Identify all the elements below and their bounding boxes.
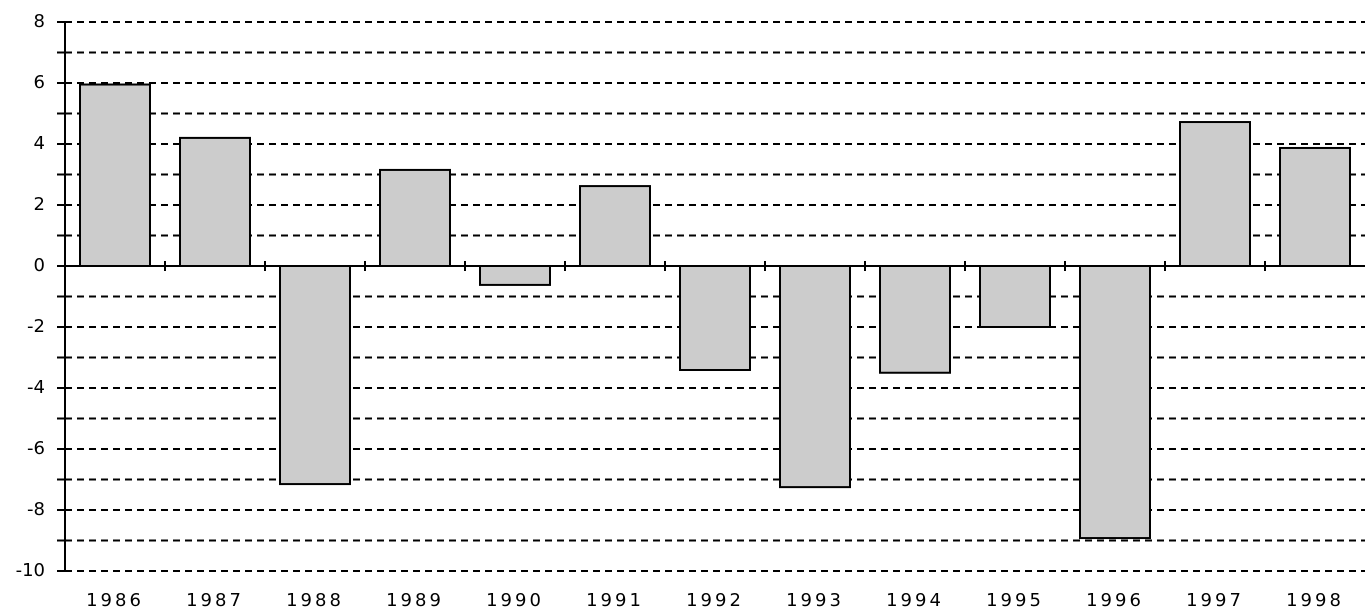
- y-tick-label: -4: [27, 377, 45, 398]
- bar: [479, 265, 551, 286]
- bar: [379, 168, 451, 267]
- x-tick-label: 1986: [86, 590, 144, 611]
- x-tick-label: 1996: [1086, 590, 1144, 611]
- x-tick-label: 1994: [886, 590, 944, 611]
- bar: [179, 136, 251, 267]
- bar: [79, 83, 151, 268]
- x-tick-label: 1988: [286, 590, 344, 611]
- y-tick-label: -10: [16, 560, 45, 581]
- x-tick-label: 1991: [586, 590, 644, 611]
- x-tick-label: 1987: [186, 590, 244, 611]
- y-tick-label: 2: [34, 194, 45, 215]
- x-tick-label: 1998: [1286, 590, 1344, 611]
- bar: [879, 265, 951, 374]
- y-tick-label: -6: [27, 438, 45, 459]
- y-tick-label: -2: [27, 316, 45, 337]
- x-tick-label: 1997: [1186, 590, 1244, 611]
- bar: [1179, 121, 1251, 268]
- x-tick-label: 1993: [786, 590, 844, 611]
- y-tick-label: -8: [27, 499, 45, 520]
- bar: [1079, 265, 1151, 540]
- y-tick-label: 4: [34, 133, 45, 154]
- x-tick-label: 1992: [686, 590, 744, 611]
- y-tick-label: 8: [34, 11, 45, 32]
- bar: [579, 185, 651, 267]
- bar: [679, 265, 751, 372]
- y-tick-label: 6: [34, 72, 45, 93]
- x-tick-label: 1989: [386, 590, 444, 611]
- bar: [1279, 146, 1351, 267]
- bar: [979, 265, 1051, 328]
- bar: [779, 265, 851, 489]
- x-tick-label: 1995: [986, 590, 1044, 611]
- bar: [279, 265, 351, 486]
- y-tick-label: 0: [34, 255, 45, 276]
- x-tick-label: 1990: [486, 590, 544, 611]
